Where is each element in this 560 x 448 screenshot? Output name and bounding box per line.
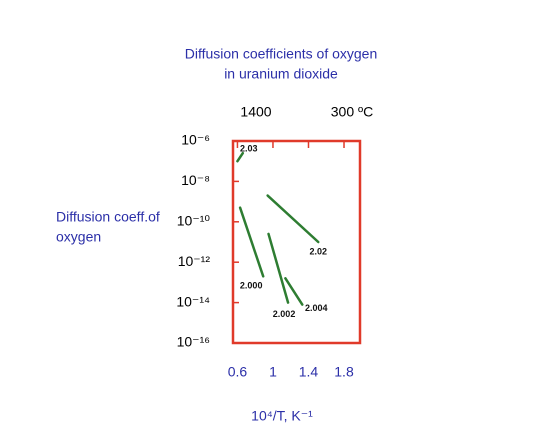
series-line <box>238 206 265 278</box>
series-label: 2.000 <box>240 281 263 291</box>
y-axis-label: oxygen <box>56 229 101 245</box>
x-tick-label: 1.8 <box>334 364 354 380</box>
y-tick-label: 10⁻¹⁰ <box>177 213 211 229</box>
x-tick-label: 1.4 <box>299 364 319 380</box>
plot-frame <box>231 139 362 345</box>
series-label: 2.004 <box>305 303 328 313</box>
series-label: 2.03 <box>240 144 258 154</box>
x-axis-label: 10⁴/T, K⁻¹ <box>251 408 313 424</box>
y-tick-label: 10⁻⁶ <box>181 132 210 148</box>
series-line <box>236 151 245 163</box>
top-axis-label: 300 ºC <box>331 104 373 120</box>
y-tick-label: 10⁻¹⁴ <box>176 293 210 309</box>
chart-title: Diffusion coefficients of oxygen <box>185 46 378 62</box>
chart-title: in uranium dioxide <box>224 66 338 82</box>
x-tick-label: 0.6 <box>228 364 248 380</box>
y-tick-label: 10⁻¹⁶ <box>177 334 210 350</box>
series-line <box>284 277 304 306</box>
series-label: 2.002 <box>273 309 296 319</box>
series-line <box>266 194 320 244</box>
y-tick-label: 10⁻¹² <box>178 253 211 269</box>
series-line <box>267 232 290 304</box>
series-label: 2.02 <box>309 246 327 256</box>
y-axis-label: Diffusion coeff.of <box>56 209 160 225</box>
x-tick-label: 1 <box>269 364 277 380</box>
y-tick-label: 10⁻⁸ <box>181 172 210 188</box>
top-axis-label: 1400 <box>240 104 271 120</box>
